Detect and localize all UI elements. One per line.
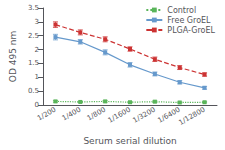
svg-text:2.5: 2.5: [28, 32, 39, 40]
svg-text:1/1600: 1/1600: [107, 106, 132, 125]
svg-text:PLGA-GroEL: PLGA-GroEL: [167, 26, 215, 35]
svg-text:1/400: 1/400: [61, 106, 82, 123]
svg-text:Free GroEL: Free GroEL: [167, 16, 211, 25]
svg-text:Serum serial dilution: Serum serial dilution: [83, 136, 176, 146]
svg-text:1.5: 1.5: [28, 59, 39, 67]
svg-text:1/6400: 1/6400: [156, 105, 182, 125]
svg-text:2: 2: [35, 46, 39, 54]
svg-text:0.5: 0.5: [28, 87, 39, 95]
svg-text:0: 0: [35, 101, 39, 109]
svg-text:Control: Control: [167, 6, 196, 15]
svg-text:1/800: 1/800: [86, 106, 107, 123]
svg-text:1: 1: [35, 73, 39, 81]
svg-text:3.5: 3.5: [28, 4, 39, 12]
svg-text:OD 495 nm: OD 495 nm: [8, 31, 18, 82]
svg-text:1/12800: 1/12800: [177, 106, 206, 127]
svg-text:1/200: 1/200: [36, 106, 57, 123]
svg-text:3: 3: [35, 18, 39, 26]
svg-text:1/3200: 1/3200: [132, 106, 157, 125]
